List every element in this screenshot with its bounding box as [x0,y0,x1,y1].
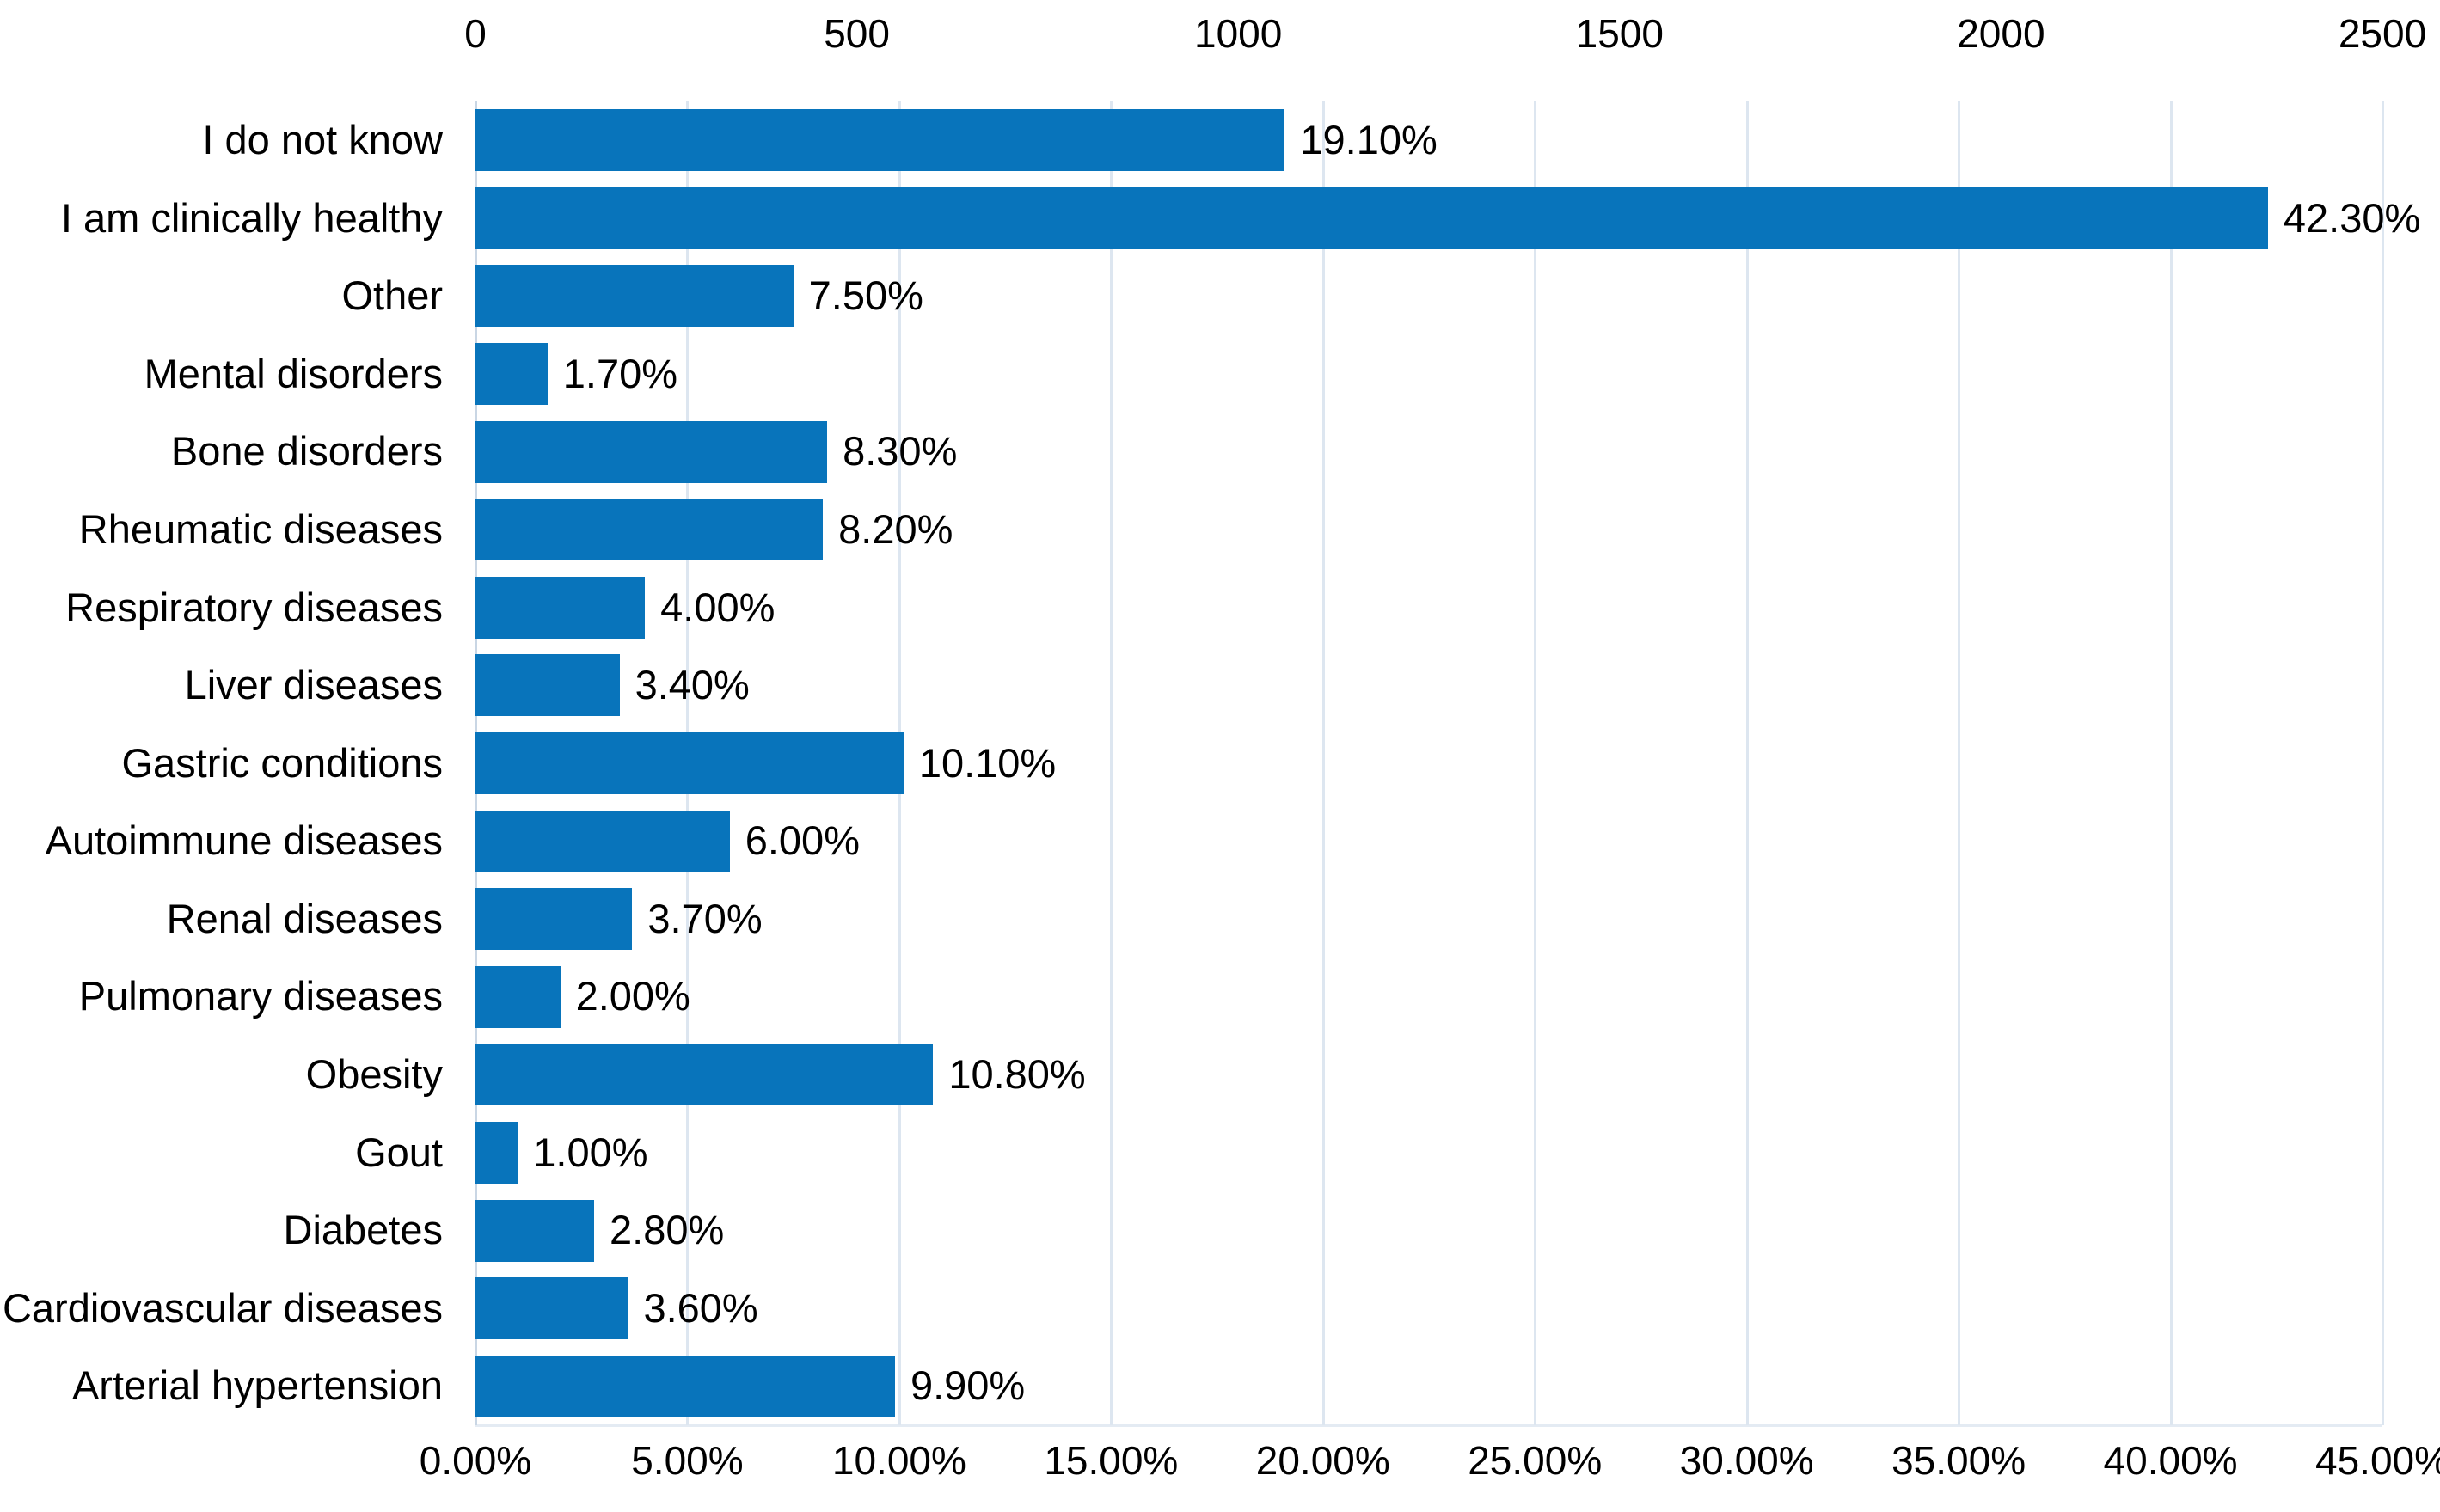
value-label: 7.50% [808,272,923,319]
category-label: Pulmonary diseases [78,973,443,1019]
category-label: Mental disorders [144,350,443,396]
bar [475,1121,518,1184]
top-axis-tick: 1000 [1194,11,1283,56]
value-label: 8.20% [838,505,953,552]
value-label: 9.90% [910,1362,1026,1409]
value-label: 19.10% [1300,117,1438,162]
value-label: 42.30% [2283,194,2421,241]
gridline [2382,101,2384,1425]
bar [475,343,548,406]
category-label: Arterial hypertension [71,1362,443,1409]
category-label: Gastric conditions [121,739,443,786]
plot-bottom-border [475,1424,2382,1427]
value-label: 3.70% [647,895,763,941]
category-label: I do not know [202,117,443,162]
bottom-axis-tick: 30.00% [1679,1438,1814,1483]
gridline [2169,101,2173,1425]
bar [475,187,2268,249]
value-label: 3.40% [635,662,750,708]
top-axis-tick: 500 [824,11,890,56]
value-label: 10.10% [918,739,1057,786]
bottom-axis-tick: 25.00% [1468,1438,1603,1483]
value-label: 4.00% [660,584,776,630]
bottom-axis-tick: 5.00% [631,1438,744,1483]
bar [475,109,1285,172]
bar [475,965,561,1028]
top-axis-tick: 2500 [2338,11,2427,56]
category-label: Renal diseases [166,895,443,941]
category-label: Liver diseases [184,662,443,708]
bar [475,576,646,639]
gridline [1534,101,1537,1425]
bottom-axis-tick: 20.00% [1255,1438,1390,1483]
bar [475,810,730,872]
bottom-axis-tick: 40.00% [2103,1438,2238,1483]
bar [475,1044,934,1106]
value-label: 3.60% [643,1284,758,1331]
top-axis-tick: 2000 [1957,11,2045,56]
bar [475,499,824,561]
top-axis-tick: 1500 [1575,11,1664,56]
value-label: 8.30% [843,428,958,474]
value-label: 2.80% [610,1207,725,1253]
bar [475,732,904,794]
category-label: I am clinically healthy [60,194,443,241]
plot-area [475,101,2384,1427]
bottom-axis-tick: 0.00% [419,1438,532,1483]
bottom-axis-tick: 35.00% [1891,1438,2026,1483]
bar [475,654,620,717]
bottom-axis-tick: 10.00% [831,1438,966,1483]
category-label: Obesity [305,1051,443,1098]
bar [475,1277,628,1340]
category-label: Other [341,272,443,319]
bar [475,1199,594,1262]
category-label: Cardiovascular diseases [2,1284,443,1331]
bottom-axis-tick: 15.00% [1044,1438,1179,1483]
bar [475,265,794,327]
value-label: 1.00% [533,1129,648,1175]
top-axis-tick: 0 [464,11,487,56]
bottom-axis-tick: 45.00% [2314,1438,2440,1483]
category-label: Diabetes [283,1207,444,1253]
gridline [1745,101,1749,1425]
bar [475,420,828,483]
category-label: Gout [355,1129,443,1175]
category-label: Rheumatic diseases [78,505,443,552]
category-label: Autoimmune diseases [45,817,443,864]
value-label: 6.00% [745,817,860,864]
value-label: 1.70% [562,350,678,396]
value-label: 10.80% [948,1051,1086,1098]
category-label: Respiratory diseases [65,584,443,630]
gridline [1321,101,1325,1425]
value-label: 2.00% [575,973,690,1019]
bar [475,1355,895,1417]
category-label: Bone disorders [170,428,443,474]
bar [475,888,633,951]
gridline [1958,101,1961,1425]
gridline [1110,101,1113,1425]
